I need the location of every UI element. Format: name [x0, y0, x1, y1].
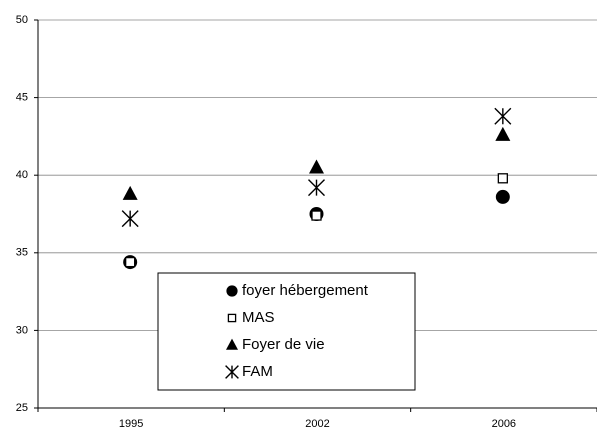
legend-label: foyer hébergement	[242, 282, 369, 299]
legend-marker	[226, 285, 238, 297]
y-tick-label: 25	[16, 402, 28, 414]
point	[497, 173, 508, 184]
legend: foyer hébergement MAS Foyer de vie FAM	[157, 272, 416, 391]
point	[494, 107, 512, 125]
y-tick-label: 50	[16, 14, 28, 26]
y-tick-label: 40	[16, 169, 28, 181]
legend-marker	[226, 338, 238, 350]
legend-label: Foyer de vie	[242, 336, 325, 353]
legend-marker	[227, 313, 237, 323]
point	[122, 185, 138, 200]
point	[309, 159, 324, 174]
legend-label: MAS	[242, 309, 275, 326]
y-tick-label: 30	[16, 324, 28, 336]
point	[311, 210, 322, 221]
point	[308, 179, 325, 197]
x-tick-label: 2002	[305, 418, 329, 430]
x-tick-label: 1995	[119, 418, 143, 430]
y-tick-label: 35	[16, 247, 28, 259]
y-tick-label: 45	[16, 92, 28, 104]
x-tick-label: 2006	[492, 418, 516, 430]
legend-label: FAM	[242, 363, 273, 380]
point	[121, 210, 139, 228]
point	[495, 126, 511, 141]
legend-box	[157, 272, 416, 391]
legend-marker	[225, 365, 239, 379]
point	[495, 189, 510, 204]
point	[125, 256, 136, 268]
